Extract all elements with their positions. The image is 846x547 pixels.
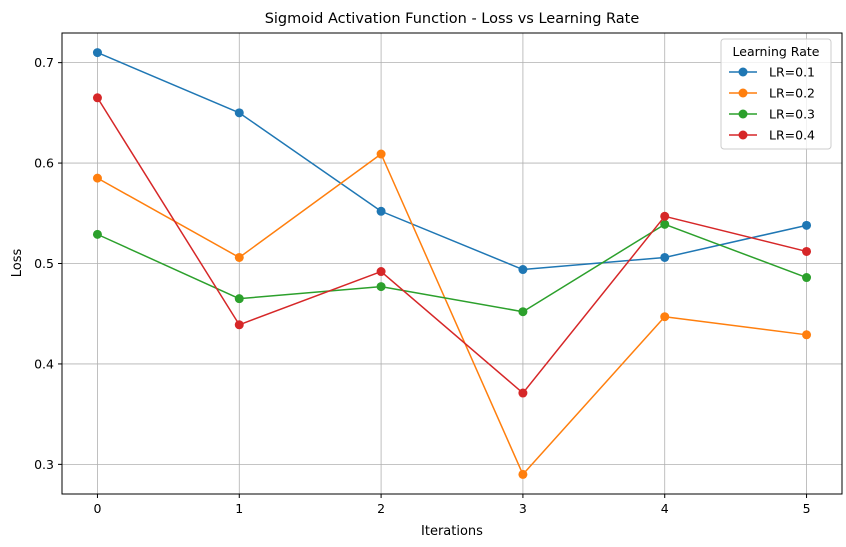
legend-item: LR=0.1 <box>729 65 815 80</box>
legend-label: LR=0.1 <box>769 65 815 80</box>
data-point <box>518 388 528 398</box>
y-tick-label: 0.6 <box>34 156 54 171</box>
series-lr-0-4 <box>92 93 812 398</box>
legend-frame <box>720 38 832 150</box>
x-tick-label: 1 <box>235 501 243 516</box>
legend-item: LR=0.4 <box>729 128 815 143</box>
data-point <box>376 206 386 216</box>
data-point <box>802 220 812 230</box>
legend-item: LR=0.3 <box>729 107 815 122</box>
x-tick-label: 2 <box>377 501 385 516</box>
series-lr-0-1 <box>92 48 812 275</box>
data-point <box>802 330 812 340</box>
legend-items: LR=0.1 LR=0.2 LR=0.3 LR=0.4 <box>729 65 815 143</box>
y-tick-label: 0.4 <box>34 356 54 371</box>
series-lr-0-2 <box>92 149 812 479</box>
data-point <box>518 265 528 275</box>
data-point <box>376 267 386 277</box>
x-tick-label: 4 <box>661 501 669 516</box>
data-point <box>660 219 670 229</box>
data-point <box>660 211 670 221</box>
data-point <box>802 246 812 256</box>
data-point <box>92 93 102 103</box>
y-axis-label: Loss <box>10 249 25 278</box>
data-point <box>660 312 670 322</box>
legend-swatch-marker <box>738 88 748 98</box>
legend-swatch-marker <box>738 109 748 119</box>
legend: Learning Rate LR=0.1 LR=0.2 LR=0.3 LR=0.4 <box>720 38 832 150</box>
x-axis-label: Iterations <box>421 524 483 539</box>
y-axis: 0.3 0.4 0.5 0.6 0.7 <box>34 55 62 472</box>
data-point <box>660 252 670 262</box>
x-axis: 0 1 2 3 4 5 <box>93 494 811 516</box>
data-point <box>92 48 102 58</box>
data-point <box>234 252 244 262</box>
data-point <box>518 307 528 317</box>
data-point <box>234 108 244 118</box>
legend-title: Learning Rate <box>733 44 820 59</box>
series-line <box>96 97 807 394</box>
legend-label: LR=0.2 <box>769 86 815 101</box>
data-point <box>518 469 528 479</box>
data-point <box>376 149 386 159</box>
x-tick-label: 0 <box>93 501 101 516</box>
series-layer <box>92 48 812 479</box>
y-tick-label: 0.5 <box>34 256 54 271</box>
legend-item: LR=0.2 <box>729 86 815 101</box>
y-tick-label: 0.3 <box>34 457 54 472</box>
legend-label: LR=0.3 <box>769 107 815 122</box>
chart-title: Sigmoid Activation Function - Loss vs Le… <box>265 11 640 27</box>
data-point <box>92 173 102 183</box>
y-tick-label: 0.7 <box>34 55 54 70</box>
legend-swatch-marker <box>738 67 748 77</box>
data-point <box>376 282 386 292</box>
series-line <box>97 153 807 476</box>
data-point <box>802 273 812 283</box>
series-line <box>97 51 807 271</box>
x-tick-label: 3 <box>519 501 527 516</box>
legend-swatch-marker <box>738 130 748 140</box>
data-point <box>234 320 244 330</box>
data-point <box>92 229 102 239</box>
data-point <box>234 294 244 304</box>
legend-label: LR=0.4 <box>769 128 815 143</box>
x-tick-label: 5 <box>803 501 811 516</box>
